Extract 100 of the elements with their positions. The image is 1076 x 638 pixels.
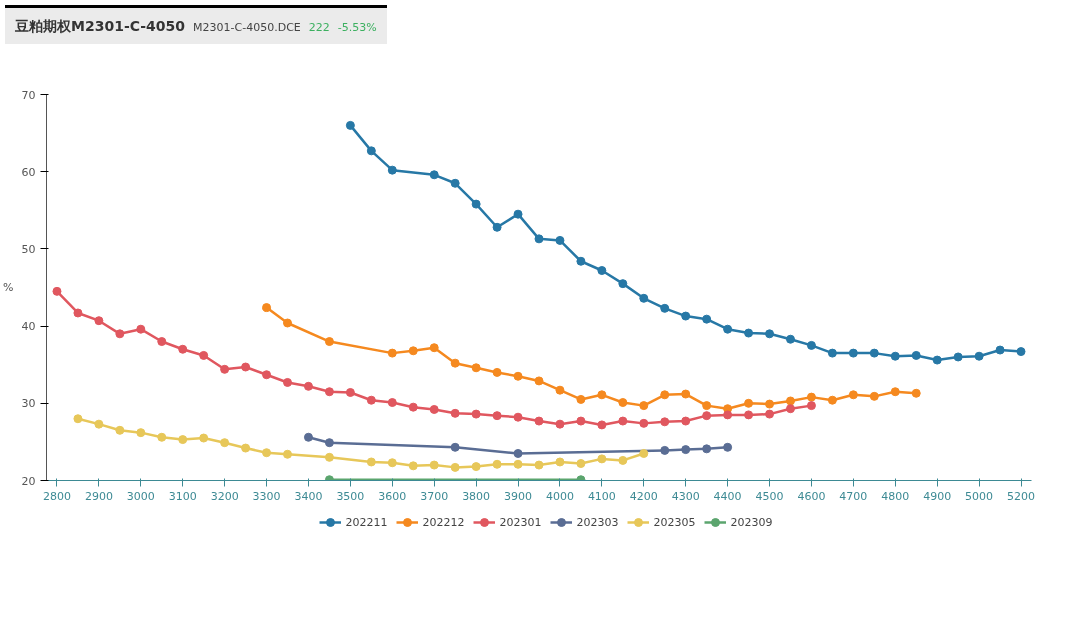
point	[744, 398, 754, 408]
point	[534, 416, 544, 426]
point	[660, 303, 670, 313]
point	[953, 352, 963, 362]
point	[576, 459, 586, 469]
point	[471, 409, 481, 419]
x-tick-label: 4500	[755, 489, 784, 503]
point	[429, 343, 439, 353]
point	[492, 367, 502, 377]
point	[199, 433, 209, 443]
x-tick-label: 4900	[923, 489, 952, 503]
point	[723, 442, 733, 452]
chart-title: 豆粕期权M2301-C-4050	[15, 17, 186, 36]
point	[471, 363, 481, 373]
point	[262, 448, 272, 458]
point	[115, 329, 125, 339]
x-tick-label: 4100	[587, 489, 616, 503]
point	[785, 334, 795, 344]
x-tick-label: 3800	[462, 489, 491, 503]
point	[429, 404, 439, 414]
point	[806, 340, 816, 350]
point	[345, 120, 355, 130]
point	[702, 401, 712, 411]
point	[974, 351, 984, 361]
point	[660, 445, 670, 455]
text: -5.53%	[337, 20, 377, 36]
point	[199, 350, 209, 360]
point	[995, 345, 1005, 355]
point	[660, 417, 670, 427]
point	[681, 416, 691, 426]
point	[555, 235, 565, 245]
point	[848, 348, 858, 358]
x-tick-label: 4700	[839, 489, 868, 503]
legend-label: 202303	[576, 515, 619, 529]
point	[136, 428, 146, 438]
point	[618, 416, 628, 426]
y-tick-label: 60	[21, 165, 36, 179]
point	[932, 355, 942, 365]
x-tick-label: 4200	[629, 489, 658, 503]
point	[492, 459, 502, 469]
point	[157, 337, 167, 347]
x-tick-label: 2800	[42, 489, 71, 503]
x-tick-label: 3000	[126, 489, 155, 503]
point	[597, 454, 607, 464]
point	[639, 448, 649, 458]
point	[1016, 347, 1026, 357]
chart-subtitle: M2301-C-4050.DCE	[193, 20, 301, 36]
point	[639, 418, 649, 428]
point	[94, 419, 104, 429]
point	[220, 364, 230, 374]
x-tick-label: 4300	[671, 489, 700, 503]
x-tick-label: 3500	[336, 489, 365, 503]
point	[618, 455, 628, 465]
point	[869, 348, 879, 358]
point	[618, 279, 628, 289]
legend-label: 202301	[499, 515, 542, 529]
point	[848, 390, 858, 400]
point	[660, 390, 670, 400]
y-tick-label: 50	[21, 242, 36, 256]
point	[639, 401, 649, 411]
x-tick-label: 5000	[965, 489, 994, 503]
point	[283, 377, 293, 387]
point	[492, 411, 502, 421]
point	[471, 199, 481, 209]
point	[324, 452, 334, 462]
point	[513, 448, 523, 458]
x-tick-label: 3200	[210, 489, 239, 503]
x-tick-label: 4000	[545, 489, 574, 503]
point	[597, 266, 607, 276]
x-tick-label: 3100	[168, 489, 197, 503]
point	[115, 425, 125, 435]
point	[157, 432, 167, 442]
point	[513, 459, 523, 469]
point	[534, 376, 544, 386]
point	[806, 401, 816, 411]
point	[555, 385, 565, 395]
point	[283, 449, 293, 459]
point	[723, 324, 733, 334]
point	[702, 444, 712, 454]
point	[324, 387, 334, 397]
point	[324, 337, 334, 347]
point	[555, 419, 565, 429]
point	[241, 362, 251, 372]
x-tick-label: 5200	[1007, 489, 1036, 503]
point	[890, 351, 900, 361]
y-tick-label: 70	[21, 88, 36, 102]
y-tick-label: 20	[21, 474, 36, 488]
x-tick-label: 3300	[252, 489, 281, 503]
legend-label: 202309	[730, 515, 773, 529]
point	[450, 358, 460, 368]
point	[911, 350, 921, 360]
point	[450, 408, 460, 418]
x-tick-label: 4800	[881, 489, 910, 503]
point	[618, 398, 628, 408]
y-axis-title: %	[3, 281, 14, 294]
point	[408, 461, 418, 471]
point	[681, 445, 691, 455]
point	[178, 344, 188, 354]
point	[513, 412, 523, 422]
y-tick-label: 40	[21, 320, 36, 334]
